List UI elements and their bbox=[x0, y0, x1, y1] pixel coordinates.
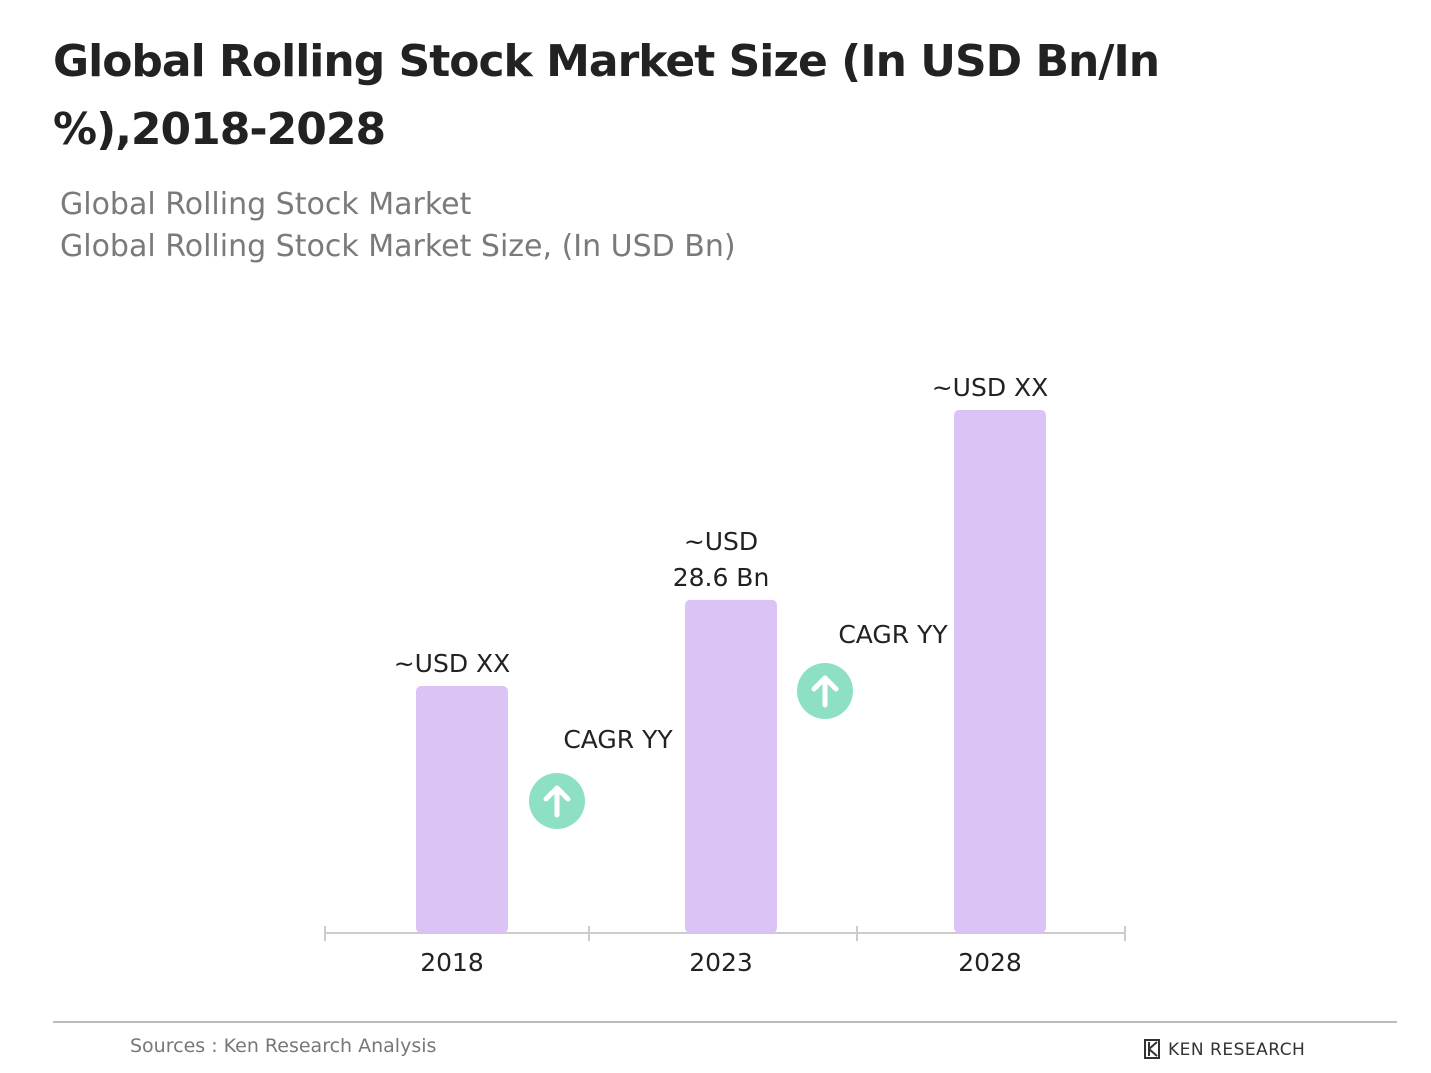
brand-logo bbox=[1144, 1039, 1160, 1059]
bar bbox=[685, 599, 777, 933]
cagr-annotation: CAGR YY bbox=[838, 620, 948, 649]
chart-title: Global Rolling Stock Market Size (In USD… bbox=[53, 36, 1160, 155]
data-label: ~USD XX bbox=[931, 373, 1049, 402]
data-label: ~USD 28.6 Bn bbox=[672, 526, 770, 592]
cagr-annotation: CAGR YY bbox=[563, 725, 673, 754]
data-label: ~USD XX bbox=[393, 649, 511, 679]
subtitle: Global Rolling Stock Market Size, (In US… bbox=[60, 229, 736, 264]
x-tick-label: 2028 bbox=[958, 948, 1022, 977]
source-note: Sources : Ken Research Analysis bbox=[130, 1035, 437, 1057]
brand-name: KEN RESEARCH bbox=[1168, 1040, 1306, 1060]
x-tick-label: 2023 bbox=[689, 948, 753, 977]
bar bbox=[954, 410, 1046, 933]
growth-icon bbox=[797, 663, 853, 719]
bar bbox=[416, 686, 508, 933]
subtitle: Global Rolling Stock Market bbox=[60, 187, 472, 222]
growth-icon bbox=[529, 773, 585, 829]
x-tick-label: 2018 bbox=[420, 948, 484, 977]
